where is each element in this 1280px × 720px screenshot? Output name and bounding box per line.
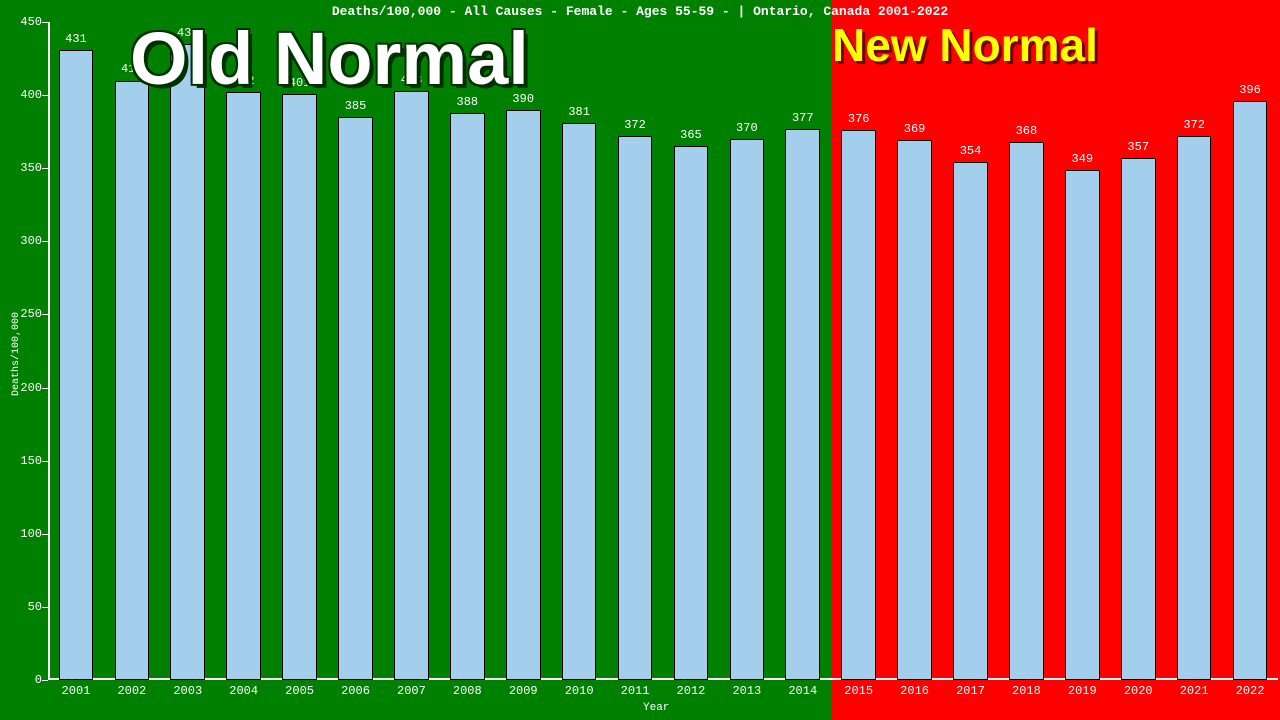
bar bbox=[897, 140, 932, 680]
bar bbox=[59, 50, 94, 680]
bar-value-label: 381 bbox=[568, 105, 590, 119]
old-normal-overlay: Old Normal bbox=[130, 16, 529, 101]
bar-value-label: 349 bbox=[1072, 152, 1094, 166]
bar bbox=[730, 139, 765, 680]
y-tick-label: 150 bbox=[12, 454, 42, 468]
x-tick-label: 2002 bbox=[117, 684, 146, 698]
bar bbox=[1233, 101, 1268, 680]
bar bbox=[562, 123, 597, 680]
x-tick-label: 2019 bbox=[1068, 684, 1097, 698]
y-tick-mark bbox=[42, 534, 48, 535]
y-tick-mark bbox=[42, 680, 48, 681]
x-tick-label: 2004 bbox=[229, 684, 258, 698]
plot-area bbox=[48, 22, 1278, 680]
bar bbox=[1121, 158, 1156, 680]
bar bbox=[841, 130, 876, 680]
x-tick-label: 2003 bbox=[173, 684, 202, 698]
bar bbox=[170, 44, 205, 680]
y-tick-label: 50 bbox=[12, 600, 42, 614]
bar bbox=[1009, 142, 1044, 680]
bar bbox=[1065, 170, 1100, 680]
bar-value-label: 368 bbox=[1016, 124, 1038, 138]
x-tick-label: 2007 bbox=[397, 684, 426, 698]
bar-value-label: 431 bbox=[65, 32, 87, 46]
bar-value-label: 396 bbox=[1239, 83, 1261, 97]
bar bbox=[1177, 136, 1212, 680]
y-tick-mark bbox=[42, 241, 48, 242]
x-tick-label: 2012 bbox=[677, 684, 706, 698]
x-axis-title: Year bbox=[643, 702, 669, 714]
bar bbox=[674, 146, 709, 680]
bar bbox=[450, 113, 485, 680]
bar bbox=[618, 136, 653, 680]
bar-value-label: 372 bbox=[624, 118, 646, 132]
y-tick-mark bbox=[42, 314, 48, 315]
x-tick-label: 2016 bbox=[900, 684, 929, 698]
x-tick-label: 2020 bbox=[1124, 684, 1153, 698]
x-tick-label: 2010 bbox=[565, 684, 594, 698]
x-tick-label: 2011 bbox=[621, 684, 650, 698]
bar bbox=[394, 91, 429, 680]
y-tick-mark bbox=[42, 168, 48, 169]
bar-value-label: 369 bbox=[904, 122, 926, 136]
bar-value-label: 376 bbox=[848, 112, 870, 126]
x-tick-label: 2015 bbox=[844, 684, 873, 698]
bar-value-label: 385 bbox=[345, 99, 367, 113]
x-tick-label: 2017 bbox=[956, 684, 985, 698]
y-tick-label: 250 bbox=[12, 307, 42, 321]
x-tick-label: 2008 bbox=[453, 684, 482, 698]
bar-value-label: 377 bbox=[792, 111, 814, 125]
y-axis-line bbox=[48, 22, 50, 680]
x-tick-label: 2001 bbox=[62, 684, 91, 698]
bar bbox=[785, 129, 820, 680]
x-tick-label: 2005 bbox=[285, 684, 314, 698]
y-tick-label: 200 bbox=[12, 381, 42, 395]
x-tick-label: 2022 bbox=[1236, 684, 1265, 698]
x-tick-label: 2013 bbox=[732, 684, 761, 698]
x-tick-label: 2021 bbox=[1180, 684, 1209, 698]
bar-value-label: 365 bbox=[680, 128, 702, 142]
x-tick-label: 2014 bbox=[788, 684, 817, 698]
bar bbox=[953, 162, 988, 680]
bar-value-label: 354 bbox=[960, 144, 982, 158]
bar-value-label: 370 bbox=[736, 121, 758, 135]
y-tick-mark bbox=[42, 22, 48, 23]
chart-container: Deaths/100,000 - All Causes - Female - A… bbox=[0, 0, 1280, 720]
y-tick-label: 400 bbox=[12, 88, 42, 102]
bar bbox=[226, 92, 261, 680]
y-tick-mark bbox=[42, 95, 48, 96]
bar-value-label: 357 bbox=[1127, 140, 1149, 154]
y-tick-mark bbox=[42, 461, 48, 462]
x-tick-label: 2006 bbox=[341, 684, 370, 698]
y-tick-label: 300 bbox=[12, 234, 42, 248]
y-tick-mark bbox=[42, 388, 48, 389]
bar bbox=[115, 81, 150, 681]
y-tick-label: 350 bbox=[12, 161, 42, 175]
bar-value-label: 372 bbox=[1183, 118, 1205, 132]
bar bbox=[338, 117, 373, 680]
new-normal-overlay: New Normal bbox=[832, 18, 1098, 72]
y-tick-mark bbox=[42, 607, 48, 608]
x-tick-label: 2009 bbox=[509, 684, 538, 698]
y-tick-label: 100 bbox=[12, 527, 42, 541]
y-tick-label: 0 bbox=[12, 673, 42, 687]
bar bbox=[506, 110, 541, 680]
bar bbox=[282, 94, 317, 680]
x-tick-label: 2018 bbox=[1012, 684, 1041, 698]
